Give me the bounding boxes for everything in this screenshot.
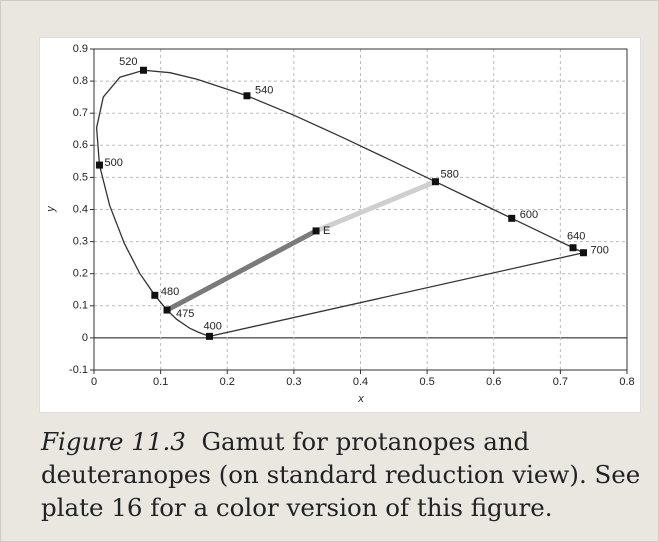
x-tick-label: 0.5: [419, 376, 434, 388]
point-marker: [569, 244, 577, 252]
point-label: 500: [104, 157, 122, 169]
point-label: 475: [176, 308, 194, 320]
x-axis-label: x: [357, 393, 364, 405]
point-label: 480: [161, 286, 179, 298]
gamut-line: [315, 179, 437, 234]
chart: x y -0.100.10.20.30.40.50.60.70.80.90 0.1…: [45, 43, 635, 405]
y-axis-label: y: [45, 205, 57, 213]
point-label: 540: [255, 85, 273, 97]
point-label: 640: [567, 231, 585, 243]
x-tick-label: 0.1: [153, 376, 168, 388]
x-tick-label: 0.7: [553, 376, 568, 388]
y-tick-label: 0.8: [73, 75, 88, 87]
caption-label: Figure 11.3: [41, 427, 186, 456]
x-tick-label: 0.4: [353, 376, 368, 388]
y-tick-label: 0.7: [73, 107, 88, 119]
gamut-line: [165, 228, 318, 313]
point-label: 400: [203, 320, 221, 332]
y-tick-label: 0.6: [73, 139, 88, 151]
y-tick-label: 0.1: [73, 300, 88, 312]
point-label: 520: [119, 56, 137, 68]
point-marker: [95, 161, 103, 169]
y-tick-label: 0.2: [73, 268, 88, 280]
point-marker: [140, 66, 148, 74]
point-marker: [431, 178, 439, 186]
point-marker: [579, 249, 587, 257]
figure-panel: [39, 37, 641, 413]
y-tick-label: 0.5: [73, 171, 88, 183]
y-tick-label: 0: [82, 332, 88, 344]
point-marker: [508, 214, 516, 222]
point-label: 600: [520, 209, 538, 221]
point-marker: [151, 291, 159, 299]
x-tick-label: 0.3: [286, 376, 301, 388]
caption-text: Gamut for protanopes and deuteranopes (o…: [41, 427, 641, 522]
point-marker: [205, 332, 213, 340]
point-marker: [243, 92, 251, 100]
y-tick-label: 0.4: [73, 203, 88, 215]
x-tick-label: 0.6: [486, 376, 501, 388]
point-label: E: [323, 225, 330, 237]
x-tick-label: 0.2: [220, 376, 235, 388]
point-label: 700: [590, 245, 608, 257]
point-marker: [312, 227, 320, 235]
x-tick-label: 0.8: [619, 376, 634, 388]
y-tick-label: 0.9: [73, 43, 88, 55]
point-label: 580: [440, 169, 458, 181]
y-tick-label: 0.3: [73, 236, 88, 248]
point-marker: [163, 306, 171, 314]
x-tick-label: 0: [91, 376, 97, 388]
caption: Figure 11.3 Gamut for protanopes and deu…: [41, 425, 651, 524]
y-tick-label: -0.1: [69, 364, 88, 376]
plot-frame: [93, 48, 628, 371]
